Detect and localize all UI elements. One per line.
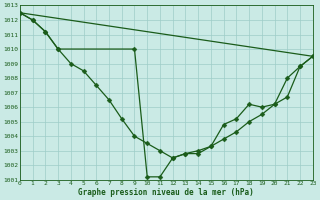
X-axis label: Graphe pression niveau de la mer (hPa): Graphe pression niveau de la mer (hPa) <box>78 188 254 197</box>
